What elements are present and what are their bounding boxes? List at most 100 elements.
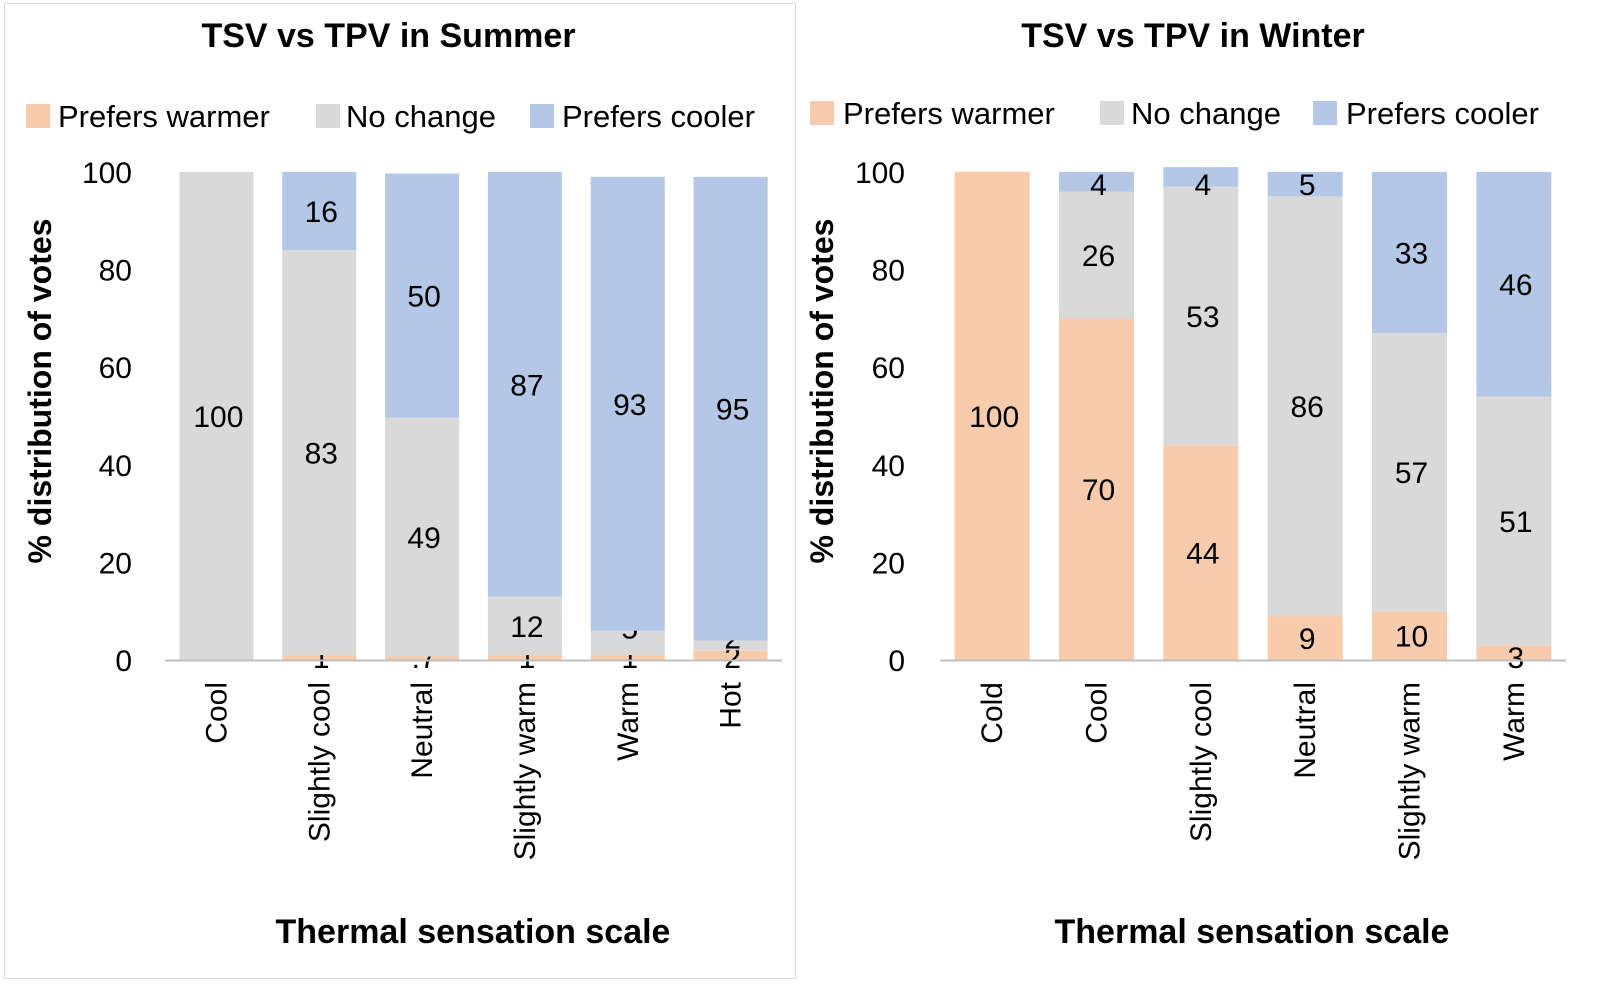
bar-prefers-warmer-slightly-cool: [1163, 445, 1239, 660]
y-tick-label: 100: [855, 157, 905, 190]
x-tick-label-cold: Cold: [976, 682, 1009, 744]
x-axis-label: Thermal sensation scale: [276, 913, 671, 951]
x-tick-label-neutral: Neutral: [1289, 682, 1322, 779]
bar-no-change-warm: [1476, 396, 1552, 646]
data-label-prefers-cooler-neutral: 50: [407, 280, 440, 313]
data-label-no-change-neutral: 86: [1290, 391, 1323, 424]
data-label-prefers-warmer-slightly-cool: 44: [1186, 538, 1219, 571]
bar-prefers-cooler-slightly-cool: [282, 172, 357, 251]
legend-label-no-change: No change: [1131, 96, 1281, 131]
legend-swatch-prefers-cooler: [1313, 101, 1337, 125]
y-tick-label: 40: [99, 450, 132, 483]
bar-no-change-slightly-cool: [1163, 186, 1239, 446]
y-tick-label: 20: [99, 547, 132, 580]
chart-title: TSV vs TPV in Winter: [1021, 17, 1365, 55]
data-label-prefers-warmer-cool: 70: [1082, 474, 1115, 507]
x-tick-label-cool: Cool: [200, 682, 233, 744]
data-label-prefers-cooler-warm: 46: [1499, 269, 1532, 302]
data-label-prefers-cooler-cool: 4: [1090, 169, 1107, 202]
bar-prefers-cooler-slightly-cool: [1163, 167, 1239, 187]
y-axis-label: % distribution of votes: [804, 219, 840, 564]
bar-no-change-warm: [590, 630, 665, 656]
legend-swatch-prefers-warmer: [26, 104, 50, 128]
bar-prefers-warmer-neutral: [1267, 616, 1343, 660]
bar-no-change-cool: [1059, 191, 1134, 319]
data-label-no-change-neutral: 49: [407, 522, 440, 555]
x-tick-label-warm: Warm: [612, 682, 645, 761]
x-tick-label-neutral: Neutral: [406, 682, 439, 779]
legend-label-prefers-cooler: Prefers cooler: [1346, 96, 1539, 131]
bar-prefers-warmer-slightly-cool: [282, 655, 357, 660]
data-label-prefers-cooler-slightly-cool: 16: [305, 196, 338, 229]
x-tick-label-slightly-cool: Slightly cool: [303, 682, 336, 842]
bar-prefers-cooler-warm: [1476, 172, 1552, 397]
bar-prefers-cooler-slightly-warm: [1372, 172, 1447, 334]
legend-label-prefers-warmer: Prefers warmer: [58, 99, 270, 134]
x-tick-label-hot: Hot: [715, 681, 748, 728]
summer-chart-panel: TSV vs TPV in Summer Prefers warmer No cha…: [4, 3, 796, 979]
winter-chart-panel: TSV vs TPV in Winter Prefers warmer No cha…: [800, 0, 1600, 984]
y-axis-label: % distribution of votes: [22, 219, 58, 564]
legend-label-prefers-cooler: Prefers cooler: [562, 99, 755, 134]
bar-prefers-cooler-slightly-warm: [487, 172, 562, 597]
data-label-no-change-cool: 100: [193, 401, 243, 434]
data-label-prefers-cooler-hot: 95: [716, 394, 749, 427]
data-label-no-change-slightly-cool: 83: [305, 438, 338, 471]
data-label-no-change-slightly-cool: 53: [1186, 301, 1219, 334]
bar-prefers-warmer-warm: [1476, 645, 1552, 660]
bar-prefers-cooler-cool: [1059, 172, 1134, 192]
bar-no-change-cool: [179, 172, 254, 660]
x-tick-label-slightly-warm: Slightly warm: [509, 682, 542, 860]
summer-chart: TSV vs TPV in Summer Prefers warmer No cha…: [22, 17, 782, 951]
data-label-prefers-warmer-hot: 2: [724, 642, 741, 675]
x-tick-label-slightly-cool: Slightly cool: [1185, 682, 1218, 842]
data-label-prefers-warmer-warm: 3: [1507, 642, 1524, 675]
bar-prefers-cooler-warm: [590, 176, 665, 631]
chart-group: TSV vs TPV in Winter Prefers warmer No cha…: [804, 17, 1566, 951]
bar-no-change-slightly-cool: [282, 250, 357, 656]
y-tick-label: 60: [872, 352, 905, 385]
legend-swatch-no-change: [316, 104, 340, 128]
y-tick-label: 40: [872, 450, 905, 483]
bar-prefers-cooler-neutral: [1267, 172, 1343, 197]
x-axis-label: Thermal sensation scale: [1055, 913, 1450, 951]
bar-prefers-warmer-cold: [954, 172, 1030, 660]
legend-swatch-no-change: [1100, 101, 1124, 125]
legend-label-prefers-warmer: Prefers warmer: [843, 96, 1055, 131]
legend-label-no-change: No change: [346, 99, 496, 134]
data-label-prefers-cooler-neutral: 5: [1299, 169, 1316, 202]
data-label-no-change-cool: 26: [1082, 240, 1115, 273]
data-label-prefers-cooler-warm: 93: [613, 389, 646, 422]
data-label-no-change-slightly-warm: 57: [1395, 457, 1428, 490]
bar-prefers-warmer-slightly-warm: [487, 655, 562, 660]
bar-prefers-warmer-warm: [590, 655, 665, 660]
bar-prefers-warmer-slightly-warm: [1372, 611, 1447, 660]
winter-chart: TSV vs TPV in Winter Prefers warmer No cha…: [804, 17, 1566, 951]
y-tick-label: 20: [872, 547, 905, 580]
bar-prefers-warmer-cool: [1059, 318, 1134, 660]
data-label-prefers-warmer-slightly-warm: 10: [1395, 621, 1428, 654]
bar-no-change-slightly-warm: [487, 596, 562, 656]
y-tick-label: 100: [82, 157, 132, 190]
legend-swatch-prefers-warmer: [810, 101, 834, 125]
bar-prefers-cooler-hot: [693, 176, 768, 641]
y-tick-label: 80: [872, 255, 905, 288]
data-label-prefers-cooler-slightly-warm: 87: [510, 369, 543, 402]
bar-no-change-neutral: [1267, 196, 1343, 617]
y-tick-label: 0: [115, 645, 132, 678]
data-label-prefers-cooler-slightly-warm: 33: [1395, 238, 1428, 271]
y-tick-label: 0: [888, 645, 905, 678]
bar-prefers-warmer-neutral: [385, 656, 460, 660]
data-label-prefers-cooler-slightly-cool: 4: [1194, 169, 1211, 202]
x-tick-label-slightly-warm: Slightly warm: [1394, 682, 1427, 860]
data-label-no-change-warm: 51: [1499, 506, 1532, 539]
chart-group: TSV vs TPV in Summer Prefers warmer No cha…: [22, 17, 782, 951]
y-tick-label: 80: [99, 255, 132, 288]
data-label-prefers-warmer-neutral: 9: [1299, 623, 1316, 656]
legend-swatch-prefers-cooler: [530, 104, 554, 128]
bar-no-change-slightly-warm: [1372, 333, 1447, 612]
bar-no-change-hot: [693, 640, 768, 651]
bar-prefers-warmer-hot: [693, 650, 768, 660]
x-tick-label-cool: Cool: [1081, 682, 1114, 744]
y-tick-label: 60: [99, 352, 132, 385]
